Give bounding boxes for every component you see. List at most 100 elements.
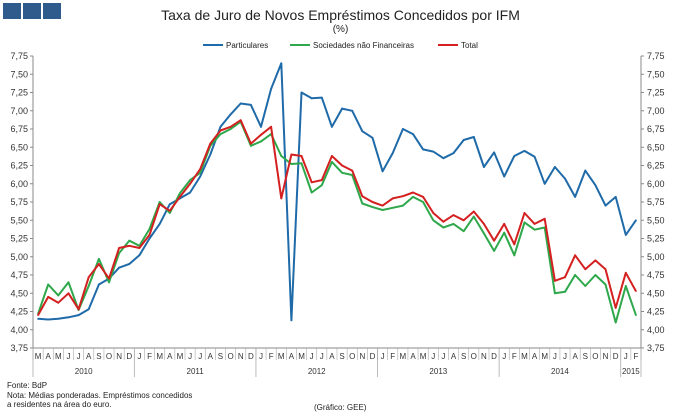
month-label: O [349, 352, 355, 361]
data-point-total [77, 308, 80, 311]
data-point-sociedades-nao-financeiras [401, 204, 404, 207]
data-point-particulares [614, 195, 617, 198]
y-tick-label-right: 5,00 [647, 252, 665, 262]
data-point-total [584, 268, 587, 271]
data-point-total [614, 306, 617, 309]
data-point-sociedades-nao-financeiras [280, 155, 283, 157]
data-point-total [148, 233, 151, 236]
month-label: J [563, 352, 567, 361]
footnotes: Fonte: BdP Nota: Médias ponderadas. Empr… [7, 381, 192, 410]
data-point-total [270, 125, 273, 128]
data-point-sociedades-nao-financeiras [361, 202, 364, 205]
data-point-sociedades-nao-financeiras [432, 219, 435, 222]
data-point-sociedades-nao-financeiras [199, 171, 202, 174]
data-point-particulares [493, 151, 495, 154]
month-label: S [583, 352, 588, 361]
month-label: A [208, 352, 214, 361]
data-point-total [300, 155, 303, 157]
data-point-sociedades-nao-financeiras [310, 191, 313, 194]
data-point-sociedades-nao-financeiras [472, 215, 475, 218]
data-point-particulares [584, 169, 587, 172]
data-point-particulares [391, 152, 394, 154]
data-point-total [442, 220, 445, 223]
data-point-sociedades-nao-financeiras [67, 281, 70, 284]
data-point-sociedades-nao-financeiras [87, 285, 90, 287]
data-point-particulares [239, 102, 242, 105]
data-point-particulares [260, 125, 262, 128]
data-point-total [493, 239, 495, 242]
data-point-particulares [574, 195, 577, 198]
data-point-total [310, 181, 313, 184]
data-point-particulares [513, 155, 516, 157]
data-point-total [249, 142, 252, 145]
month-label: J [310, 352, 314, 361]
data-point-particulares [249, 104, 252, 106]
data-point-sociedades-nao-financeiras [594, 274, 597, 276]
month-label: M [278, 352, 285, 361]
y-tick-label-left: 4,25 [10, 307, 28, 317]
month-label: F [147, 352, 152, 361]
data-point-total [341, 164, 343, 167]
month-label: A [532, 352, 538, 361]
month-label: M [177, 352, 184, 361]
y-tick-label-left: 6,75 [10, 124, 28, 134]
month-label: S [461, 352, 466, 361]
month-label: N [603, 352, 609, 361]
data-point-particulares [270, 87, 273, 90]
data-point-sociedades-nao-financeiras [108, 281, 110, 284]
data-point-particulares [290, 319, 293, 322]
data-point-particulares [148, 237, 151, 240]
data-point-total [57, 301, 60, 304]
data-point-sociedades-nao-financeiras [168, 212, 171, 214]
data-point-particulares [118, 266, 121, 269]
data-point-total [452, 214, 455, 217]
chart-title: Taxa de Juro de Novos Empréstimos Conced… [161, 7, 520, 23]
data-point-particulares [452, 152, 455, 154]
data-point-particulares [229, 113, 232, 116]
month-label: A [167, 352, 173, 361]
y-tick-label-right: 7,75 [647, 51, 665, 61]
month-label: M [55, 352, 62, 361]
data-point-sociedades-nao-financeiras [564, 290, 566, 293]
data-point-total [331, 155, 333, 157]
data-point-sociedades-nao-financeiras [614, 321, 617, 324]
data-point-sociedades-nao-financeiras [604, 283, 607, 286]
y-tick-label-right: 4,00 [647, 325, 665, 335]
month-label: A [329, 352, 335, 361]
year-label: 2014 [551, 367, 569, 376]
month-label: M [298, 352, 305, 361]
data-point-sociedades-nao-financeiras [452, 223, 455, 225]
series-line-total [37, 119, 637, 316]
data-point-sociedades-nao-financeiras [493, 250, 495, 252]
data-point-particulares [381, 170, 384, 173]
data-point-sociedades-nao-financeiras [118, 252, 121, 255]
data-point-particulares [67, 316, 70, 319]
method-note-cont: a residentes na área do euro. [7, 400, 112, 409]
data-point-particulares [77, 314, 80, 317]
month-label: J [188, 352, 192, 361]
data-point-particulares [168, 203, 171, 206]
y-tick-label-left: 6,50 [10, 142, 28, 152]
data-point-sociedades-nao-financeiras [462, 230, 465, 233]
legend-label-total: Total [461, 41, 478, 50]
data-point-total [199, 168, 202, 171]
logo-square [43, 3, 61, 19]
month-label: N [359, 352, 365, 361]
data-point-sociedades-nao-financeiras [290, 163, 293, 165]
data-point-particulares [422, 148, 425, 151]
month-label: J [198, 352, 202, 361]
y-tick-label-right: 7,25 [647, 88, 665, 98]
y-tick-label-right: 5,25 [647, 234, 665, 244]
data-point-total [412, 191, 414, 194]
y-tick-label-right: 6,50 [647, 142, 665, 152]
data-point-particulares [209, 153, 212, 156]
data-point-particulares [97, 283, 100, 286]
month-label: J [259, 352, 263, 361]
month-label: J [381, 352, 385, 361]
data-point-particulares [543, 182, 546, 185]
y-tick-label-right: 4,75 [647, 270, 665, 280]
month-label: F [512, 352, 517, 361]
data-point-sociedades-nao-financeiras [47, 283, 50, 286]
month-label: D [370, 352, 376, 361]
y-tick-label-left: 6,00 [10, 179, 28, 189]
